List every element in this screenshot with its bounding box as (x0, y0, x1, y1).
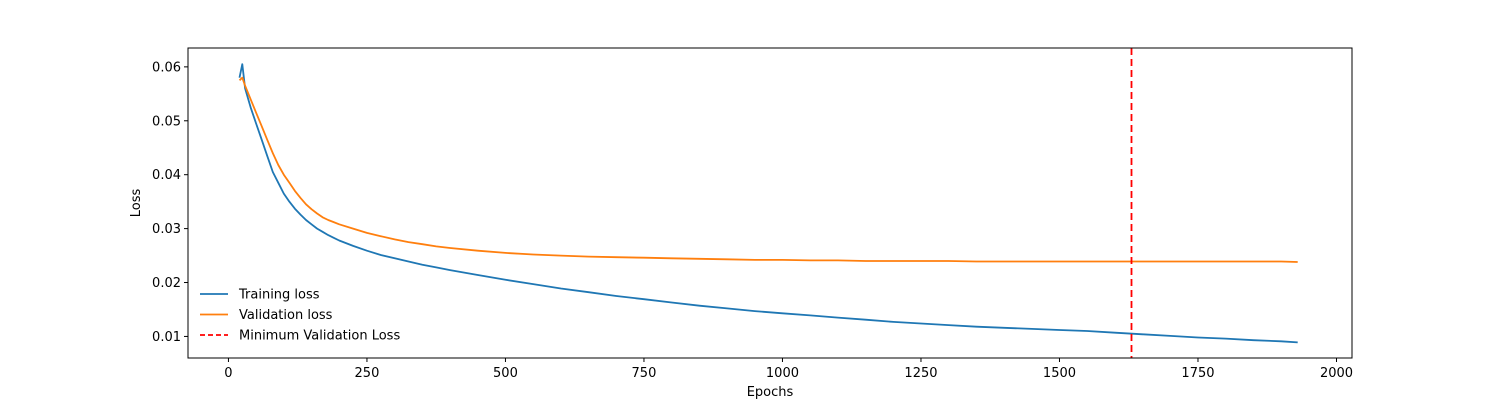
y-tick-label: 0.05 (152, 114, 181, 129)
y-tick-label: 0.06 (152, 60, 181, 75)
series-line-validation-loss (238, 76, 1298, 263)
x-tick-label: 250 (355, 366, 380, 381)
x-tick-label: 1250 (904, 366, 937, 381)
y-tick-label: 0.04 (152, 168, 181, 183)
x-tick-label: 1000 (766, 366, 799, 381)
series-line-training-loss (238, 63, 1298, 344)
axes-frame (187, 47, 1353, 359)
x-axis-label: Epochs (747, 385, 794, 400)
y-axis-label: Loss (129, 189, 144, 218)
x-axis: 0 250 500 750 1000 1250 1500 1750 2000 (224, 358, 1353, 381)
x-tick-label: 1750 (1181, 366, 1214, 381)
legend-label: Training loss (238, 288, 320, 303)
plot-area (238, 48, 1298, 358)
y-tick-label: 0.02 (152, 276, 181, 291)
y-axis: 0.01 0.02 0.03 0.04 0.05 0.06 (152, 60, 188, 345)
x-tick-label: 2000 (1320, 366, 1353, 381)
y-tick-label: 0.03 (152, 222, 181, 237)
x-tick-label: 500 (493, 366, 518, 381)
legend-label: Minimum Validation Loss (239, 329, 400, 344)
y-tick-label: 0.01 (152, 330, 181, 345)
x-tick-label: 0 (224, 366, 232, 381)
legend: Training loss Validation loss Minimum Vali… (200, 288, 400, 344)
x-tick-label: 750 (632, 366, 657, 381)
legend-label: Validation loss (239, 308, 333, 323)
x-tick-label: 1500 (1043, 366, 1076, 381)
